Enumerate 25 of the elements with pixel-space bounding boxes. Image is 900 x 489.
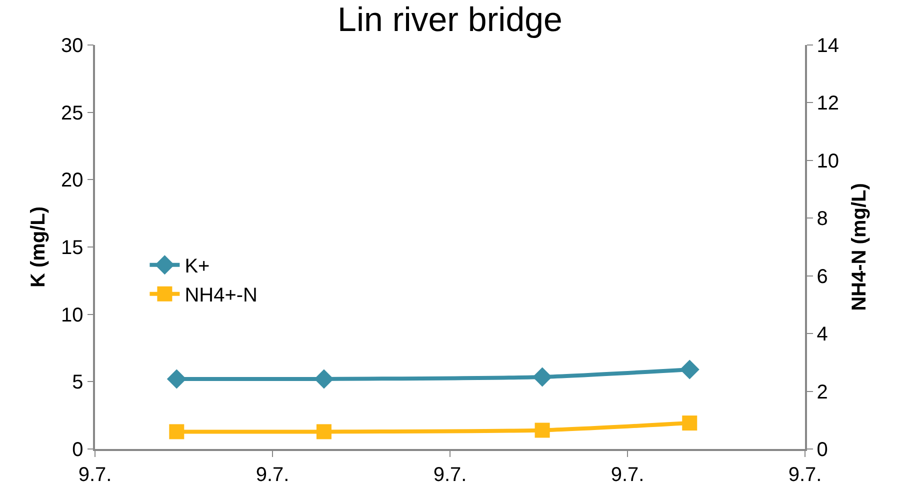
y-tick-label: 15	[61, 237, 84, 259]
y-tick-label: 20	[61, 170, 84, 192]
y-tick-label: 10	[61, 304, 84, 326]
y2-tick-label: 10	[816, 150, 839, 172]
y2-tick-label: 6	[816, 266, 828, 288]
y-tick-label: 0	[72, 439, 84, 461]
y-tick-label: 30	[61, 35, 84, 57]
y2-tick-label: 8	[816, 208, 828, 230]
x-tick-label: 9.7.	[78, 464, 112, 486]
legend-label: NH4+-N	[184, 284, 258, 307]
y2-tick-label: 14	[816, 35, 839, 57]
chart-title: Lin river bridge	[338, 1, 562, 40]
y2-tick-label: 0	[816, 439, 828, 461]
y2-tick-label: 12	[816, 92, 839, 115]
y2-tick-label: 2	[816, 381, 828, 404]
x-tick-label: 9.7.	[433, 464, 467, 486]
legend-label: K+	[184, 256, 210, 278]
y2-axis-title: NH4-N (mg/L)	[848, 183, 870, 311]
x-tick-label: 9.7.	[610, 464, 644, 486]
y-axis-title: K (mg/L)	[28, 206, 50, 288]
y2-tick-label: 4	[816, 324, 828, 346]
y-tick-label: 5	[72, 372, 84, 394]
y-tick-label: 25	[61, 102, 84, 124]
x-tick-label: 9.7.	[788, 464, 822, 486]
x-tick-label: 9.7.	[256, 464, 290, 486]
